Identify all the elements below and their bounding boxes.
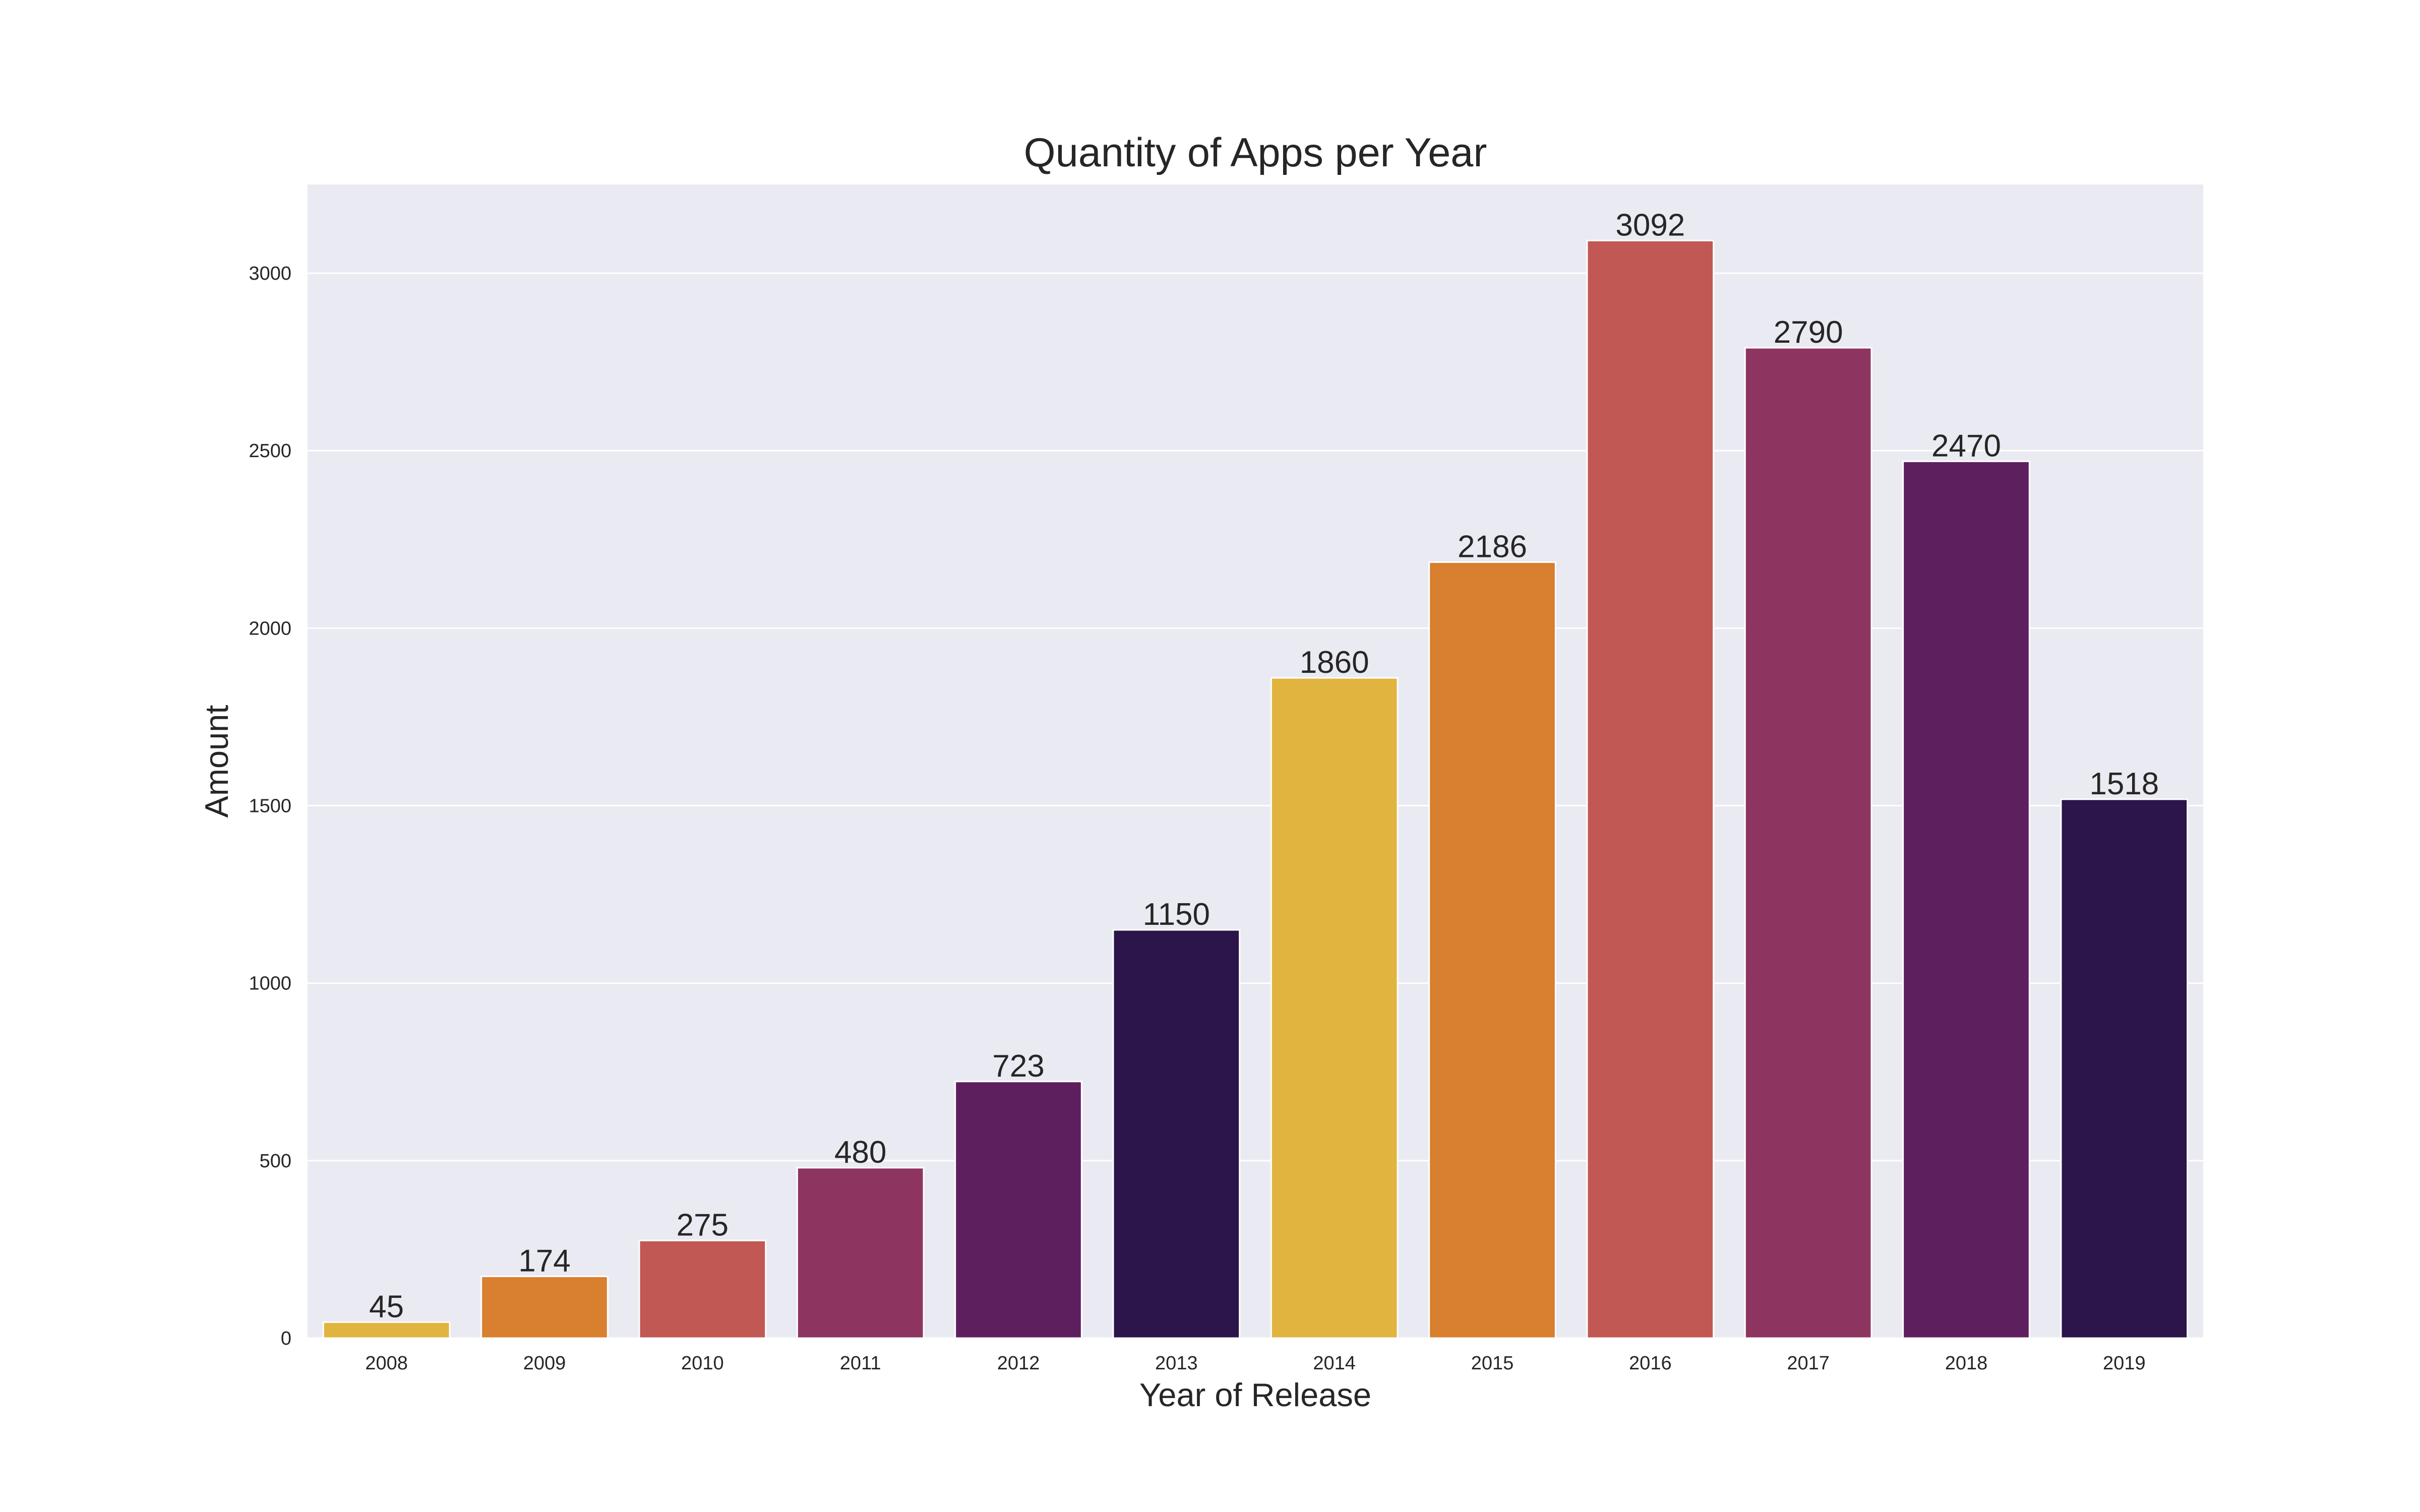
x-tick-label: 2015 — [1471, 1353, 1514, 1374]
bar-2019 — [2060, 798, 2189, 1339]
data-label-2016: 3092 — [1615, 208, 1685, 242]
data-label-2013: 1150 — [1143, 897, 1210, 932]
data-label-2017: 2790 — [1774, 315, 1843, 350]
data-label-2010: 275 — [677, 1208, 729, 1242]
data-label-2018: 2470 — [1931, 428, 2001, 463]
x-tick-label: 2019 — [2103, 1353, 2146, 1374]
bar-2010 — [638, 1239, 767, 1339]
x-tick-label: 2008 — [365, 1353, 408, 1374]
x-tick-label: 2011 — [840, 1353, 881, 1374]
x-tick-label: 2014 — [1313, 1353, 1356, 1374]
plot-area — [308, 184, 2203, 1338]
data-label-2012: 723 — [992, 1049, 1044, 1084]
y-tick-label: 3000 — [249, 263, 291, 284]
x-tick-label: 2018 — [1945, 1353, 1988, 1374]
y-tick-label: 1500 — [249, 796, 291, 817]
x-axis-ticks: 2008 2009 2010 2011 2012 2013 2014 2015 2016 2017… — [365, 1353, 2145, 1374]
data-label-2008: 45 — [369, 1289, 404, 1324]
bar-2015 — [1428, 561, 1556, 1339]
x-tick-label: 2010 — [681, 1353, 724, 1374]
data-label-2015: 2186 — [1458, 529, 1527, 564]
x-tick-label: 2016 — [1629, 1353, 1672, 1374]
bar-2013 — [1112, 929, 1241, 1339]
y-tick-label: 2500 — [249, 440, 291, 462]
bar-2011 — [796, 1167, 925, 1339]
data-labels: 45 174 275 480 723 1150 1860 2186 3092 2790 2470 15… — [369, 208, 2159, 1324]
bars — [322, 239, 2189, 1339]
bar-2017 — [1744, 347, 1872, 1339]
y-tick-label: 2000 — [249, 618, 291, 639]
y-tick-label: 1000 — [249, 973, 291, 994]
bar-2016 — [1586, 239, 1715, 1339]
x-tick-label: 2013 — [1155, 1353, 1198, 1374]
x-tick-label: 2009 — [523, 1353, 566, 1374]
data-label-2019: 1518 — [2089, 767, 2159, 801]
bar-2008 — [322, 1321, 451, 1339]
data-label-2014: 1860 — [1300, 645, 1369, 680]
gridlines — [308, 272, 2203, 1339]
data-label-2009: 174 — [518, 1243, 570, 1278]
bar-2009 — [480, 1275, 609, 1339]
data-label-2011: 480 — [834, 1135, 886, 1170]
bar-2014 — [1270, 677, 1399, 1339]
y-axis-title: Amount — [198, 705, 235, 817]
x-tick-label: 2012 — [997, 1353, 1040, 1374]
bar-2012 — [954, 1081, 1082, 1339]
y-axis-ticks: 0 500 1000 1500 2000 2500 3000 — [249, 263, 291, 1349]
y-tick-label: 500 — [260, 1151, 291, 1172]
bar-2018 — [1902, 460, 2030, 1339]
x-tick-label: 2017 — [1787, 1353, 1830, 1374]
chart-title: Quantity of Apps per Year — [1024, 130, 1487, 175]
x-axis-title: Year of Release — [1139, 1376, 1371, 1413]
y-tick-label: 0 — [281, 1328, 291, 1349]
